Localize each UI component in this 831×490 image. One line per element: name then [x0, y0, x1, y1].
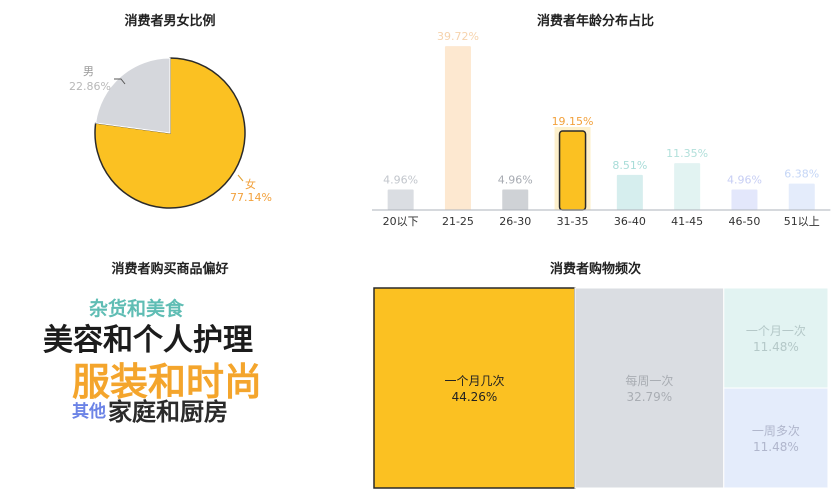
- age-bar-21-25: [444, 46, 471, 210]
- treemap-cell-value: 11.48%: [753, 440, 799, 454]
- pie-label-male-value: 22.86%: [69, 80, 111, 93]
- word-home-kitchen: 家庭和厨房: [108, 398, 228, 426]
- treemap-cell-weekly-multiple: [723, 387, 829, 489]
- age-bar-31-35: [558, 130, 587, 211]
- age-bar-value-label: 4.96%: [383, 174, 418, 187]
- treemap-cell-value: 11.48%: [753, 340, 799, 354]
- word-beauty: 美容和个人护理: [43, 323, 253, 358]
- treemap-cell-label: 一个月一次: [746, 324, 806, 338]
- age-bar-value-label: 11.35%: [666, 147, 708, 160]
- age-bar-value-label: 39.72%: [437, 30, 479, 43]
- age-bar-value-label: 4.96%: [727, 174, 762, 187]
- age-x-tick-label: 26-30: [499, 215, 531, 228]
- gender-panel: 消费者男女比例 男 22.86% 女 77.14%: [0, 0, 340, 245]
- age-x-tick-label: 46-50: [728, 215, 760, 228]
- age-x-tick-label: 31-35: [557, 215, 589, 228]
- frequency-treemap: 一个月几次 44.26% 每周一次 32.79% 一个月一次 11.48% 一周多次 11.4…: [373, 287, 829, 489]
- age-x-tick-label: 21-25: [442, 215, 474, 228]
- age-bar-value-label: 19.15%: [552, 115, 594, 128]
- frequency-chart-title: 消费者购物频次: [549, 262, 641, 277]
- treemap-cell-label: 一个月几次: [444, 374, 504, 388]
- pie-leader-male: [114, 78, 126, 85]
- age-chart-title: 消费者年龄分布占比: [536, 14, 654, 29]
- preference-chart-title: 消费者购买商品偏好: [111, 262, 229, 277]
- age-bar-26-30: [502, 189, 529, 210]
- treemap-cell-weekly: [574, 287, 725, 489]
- age-bar-46-50: [731, 189, 758, 210]
- treemap-cell-value: 32.79%: [626, 390, 672, 404]
- pie-label-female-value: 77.14%: [230, 191, 272, 204]
- pie-label-male-name: 男: [83, 65, 94, 78]
- word-fashion: 服装和时尚: [72, 360, 263, 404]
- pie-slice-male: [95, 57, 171, 134]
- gender-pie-chart: 男 22.86% 女77.14%: [69, 57, 272, 209]
- age-x-tick-label: 51以上: [784, 215, 820, 228]
- pie-leader-female: [237, 174, 244, 182]
- treemap-cell-label: 一周多次: [752, 424, 800, 438]
- treemap-cell-monthly-once: [723, 287, 829, 389]
- age-bar-41-45: [674, 163, 701, 210]
- gender-chart-title: 消费者男女比例: [124, 14, 216, 29]
- treemap-cell-value: 44.26%: [452, 390, 498, 404]
- age-x-tick-label: 41-45: [671, 215, 703, 228]
- age-bar-value-label: 4.96%: [498, 174, 533, 187]
- age-bar-value-label: 8.51%: [612, 159, 647, 172]
- word-other: 其他: [72, 402, 106, 422]
- treemap-cell-monthly-several: [373, 287, 576, 489]
- age-x-tick-label: 20以下: [383, 215, 419, 228]
- age-bar-51以上: [788, 183, 815, 210]
- word-groceries: 杂货和美食: [89, 298, 185, 320]
- age-bar-value-label: 6.38%: [784, 168, 819, 181]
- treemap-cell-label: 每周一次: [625, 373, 673, 388]
- frequency-panel: 消费者购物频次 一个月几次 44.26% 每周一次 32.79% 一个月一次 11.48%…: [360, 250, 831, 490]
- age-x-tick-label: 36-40: [614, 215, 646, 228]
- age-bar-36-40: [616, 174, 643, 210]
- pie-label-female-name: 女: [245, 177, 256, 191]
- age-bar-chart: 4.96% 20以下 39.72% 21-25 4.96% 26-30 19.15% 31-3…: [372, 30, 831, 228]
- age-panel: 消费者年龄分布占比 4.96% 20以下 39.72% 21-25 4.96% 26-30…: [360, 0, 831, 245]
- preference-panel: 消费者购买商品偏好 杂货和美食 美容和个人护理 服装和时尚 其他 家庭和厨房: [0, 250, 340, 490]
- age-bar-20以下: [387, 189, 414, 210]
